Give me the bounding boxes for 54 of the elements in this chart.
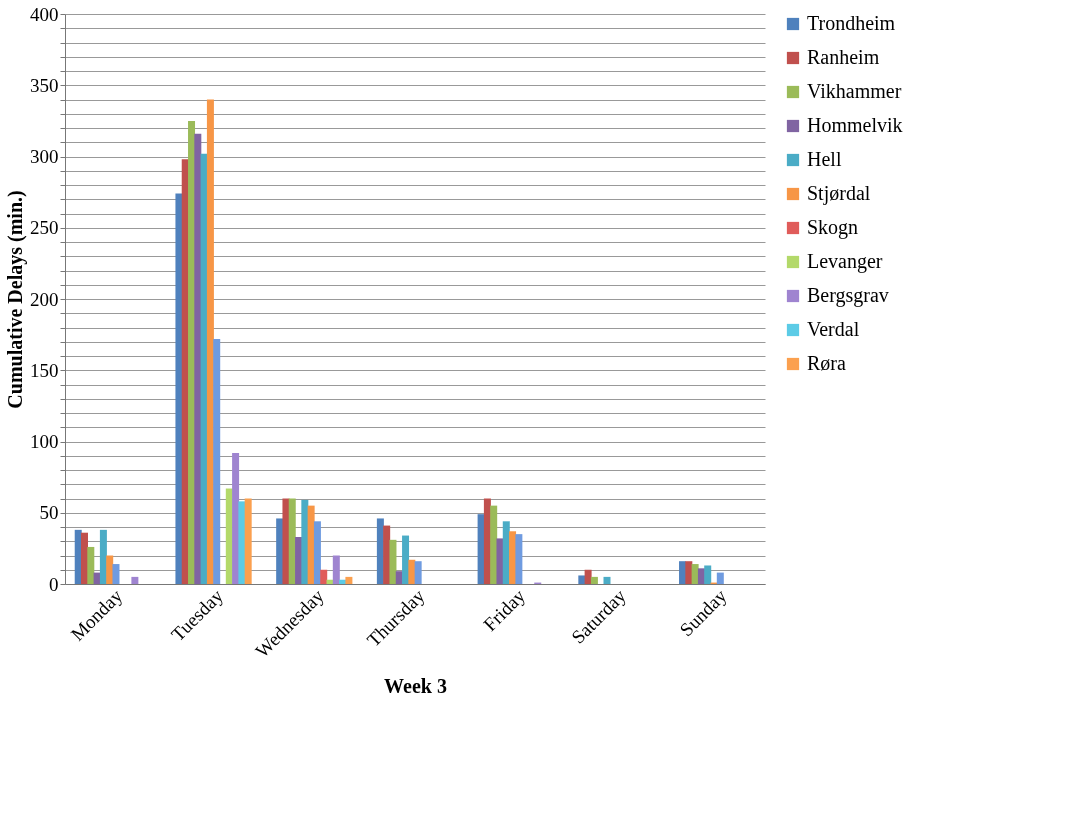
bar xyxy=(515,534,523,584)
bar xyxy=(313,521,321,584)
bar xyxy=(194,133,202,584)
y-tick-label: 150 xyxy=(30,359,59,381)
bar xyxy=(578,575,586,584)
legend-label: Hommelvik xyxy=(807,114,903,136)
bar xyxy=(584,569,592,584)
y-tick-label: 250 xyxy=(30,217,59,239)
y-tick-label: 400 xyxy=(30,3,59,25)
legend-label: Stjørdal xyxy=(807,182,871,205)
bar xyxy=(704,565,712,584)
bar xyxy=(320,569,328,584)
bar xyxy=(206,99,214,584)
legend-label: Hell xyxy=(807,148,842,170)
legend-label: Trondheim xyxy=(807,12,896,34)
bar xyxy=(685,561,693,584)
y-tick-label: 0 xyxy=(49,573,59,595)
legend-label: Vikhammer xyxy=(807,80,902,102)
bar xyxy=(716,572,724,584)
bar xyxy=(603,576,611,584)
bar xyxy=(232,452,240,584)
legend-label: Bergsgrav xyxy=(807,284,889,307)
bar xyxy=(288,498,296,584)
bar xyxy=(408,559,416,584)
bar xyxy=(175,193,183,584)
bar xyxy=(99,529,107,584)
y-tick-label: 50 xyxy=(39,502,59,524)
y-tick-label: 350 xyxy=(30,74,59,96)
y-axis-title: Cumulative Delays (min.) xyxy=(4,190,27,409)
bar xyxy=(301,499,309,584)
legend-label: Ranheim xyxy=(807,46,880,68)
y-tick-label: 100 xyxy=(30,431,59,452)
bar xyxy=(332,555,340,584)
bar xyxy=(282,498,290,584)
bar xyxy=(414,561,422,584)
bar xyxy=(213,338,221,584)
bar xyxy=(112,564,120,584)
legend-label: Skogn xyxy=(807,216,859,239)
bar xyxy=(131,576,139,584)
bar xyxy=(345,576,353,584)
x-axis-title: Week 3 xyxy=(384,674,447,697)
bar xyxy=(490,505,498,584)
legend-label: Levanger xyxy=(807,250,883,273)
bar xyxy=(590,576,598,584)
bar xyxy=(87,546,95,584)
bar xyxy=(244,498,252,584)
legend-label: Røra xyxy=(807,352,846,374)
y-tick-label: 300 xyxy=(30,146,59,167)
bar xyxy=(496,538,504,584)
bar xyxy=(238,501,246,584)
y-tick-label: 200 xyxy=(30,288,59,310)
bar xyxy=(402,535,410,584)
bar xyxy=(389,539,397,584)
legend-label: Verdal xyxy=(807,318,860,340)
